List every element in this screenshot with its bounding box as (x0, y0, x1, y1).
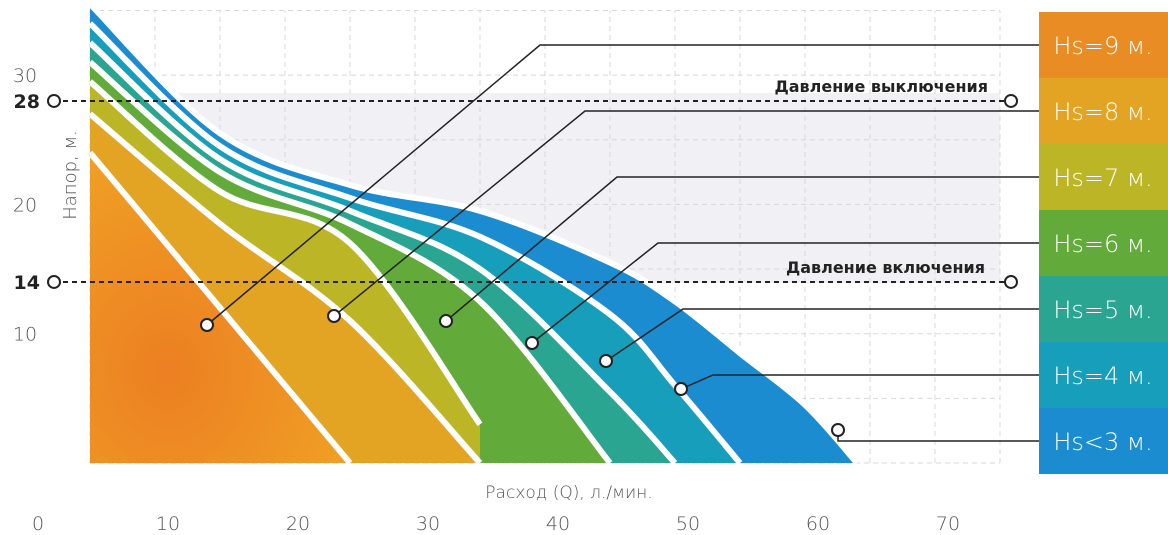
axis-ticks: 0 10 20 30 40 50 60 70 10 20 30 (13, 65, 960, 535)
x-tick-label: 40 (546, 513, 570, 535)
legend-box (1039, 78, 1168, 144)
leader-dot (200, 318, 214, 332)
leader-dot (831, 423, 845, 437)
leader-dot (525, 336, 539, 350)
series-curve (90, 21, 743, 465)
legend-box (1039, 12, 1168, 78)
x-tick-label: 50 (676, 513, 700, 535)
leader-dot (327, 309, 341, 323)
legend-label: Hs=6 м. (1053, 230, 1152, 258)
y-axis-label: Напор, м. (60, 130, 81, 220)
reference-lines: 28 Давление выключения 14 Давление включени… (14, 77, 1018, 294)
leader-dot (599, 354, 613, 368)
legend-label: Hs=5 м. (1053, 296, 1152, 324)
y-tick-label: 30 (13, 65, 37, 87)
leader-line (837, 430, 1039, 442)
leader-line (531, 242, 1039, 344)
legend-label: Hs<3 м. (1053, 428, 1152, 456)
legend-box (1039, 342, 1168, 408)
x-tick-label: 60 (806, 513, 830, 535)
x-tick-label: 70 (936, 513, 960, 535)
x-tick-label: 20 (286, 513, 310, 535)
legend-box (1039, 276, 1168, 342)
legend-box (1039, 144, 1168, 210)
legend-label: Hs=4 м. (1053, 362, 1152, 390)
series-curve (90, 150, 353, 465)
x-axis-label: Расход (Q), л./мин. (485, 483, 652, 503)
leader-dot (439, 314, 453, 328)
legend-label: Hs=8 м. (1053, 98, 1152, 126)
series-curve (90, 59, 613, 465)
off-pressure-right-marker (1004, 93, 1018, 108)
series-curves (90, 1, 860, 465)
on-pressure-annotation: Давление включения (786, 258, 985, 277)
series-curve (90, 1, 860, 465)
series-curve (90, 111, 483, 465)
on-pressure-right-marker (1004, 274, 1018, 289)
y-tick-label: 10 (13, 324, 37, 346)
leader-line (333, 110, 1039, 317)
off-pressure-value-label: 28 (14, 91, 40, 113)
x-tick-label: 30 (416, 513, 440, 535)
legend-box (1039, 408, 1168, 474)
y-tick-label: 20 (13, 194, 37, 216)
legend: Hs=9 м. Hs=8 м. Hs=7 м. Hs=6 м. Hs=5 м. Hs=4 … (1039, 12, 1168, 474)
x-tick-label: 10 (156, 513, 180, 535)
on-pressure-value-label: 14 (14, 272, 40, 294)
series-curve (90, 79, 483, 426)
leader-line (680, 374, 1039, 390)
leader-dot (674, 382, 688, 396)
x-tick-label: 0 (32, 513, 44, 535)
on-pressure-left-marker (47, 274, 61, 289)
legend-label: Hs=7 м. (1053, 164, 1152, 192)
series-curve (90, 40, 678, 465)
legend-label: Hs=9 м. (1053, 32, 1152, 60)
off-pressure-left-marker (47, 93, 61, 108)
legend-box (1039, 210, 1168, 276)
leader-line (206, 44, 1039, 326)
off-pressure-annotation: Давление выключения (774, 77, 988, 96)
leader-line (605, 308, 1039, 362)
leader-lines (200, 44, 1039, 442)
leader-line (445, 176, 1039, 322)
